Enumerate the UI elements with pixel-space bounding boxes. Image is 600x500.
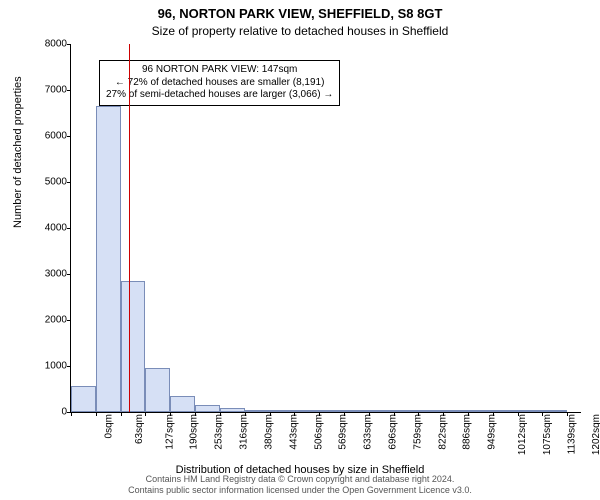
x-tick-label: 949sqm [483,414,498,450]
footer-line2: Contains public sector information licen… [0,485,600,496]
x-tick-mark [518,412,519,416]
chart-title-main: 96, NORTON PARK VIEW, SHEFFIELD, S8 8GT [0,6,600,21]
histogram-bar [369,410,394,412]
plot-area: 96 NORTON PARK VIEW: 147sqm ← 72% of det… [70,44,581,413]
x-tick-mark [567,412,568,416]
histogram-bar [294,410,319,412]
x-tick-label: 1202sqm [588,414,600,455]
footer: Contains HM Land Registry data © Crown c… [0,474,600,496]
x-tick-label: 253sqm [210,414,225,450]
annotation-line2: ← 72% of detached houses are smaller (8,… [106,77,333,90]
histogram-bar [245,410,270,412]
histogram-bar [418,410,443,412]
x-tick-label: 63sqm [130,414,145,444]
x-tick-label: 190sqm [185,414,200,450]
y-tick-mark [67,44,71,45]
x-tick-label: 1075sqm [538,414,553,455]
x-tick-label: 696sqm [384,414,399,450]
y-tick-label: 8000 [27,39,71,50]
x-tick-mark [245,412,246,416]
x-tick-mark [394,412,395,416]
x-tick-label: 506sqm [309,414,324,450]
x-tick-label: 633sqm [359,414,374,450]
y-tick-label: 4000 [27,223,71,234]
histogram-bar [542,410,567,412]
histogram-bar [443,410,468,412]
histogram-bar [121,281,146,412]
histogram-bar [145,368,170,412]
x-tick-mark [493,412,494,416]
x-tick-label: 759sqm [408,414,423,450]
histogram-bar [468,410,493,412]
y-tick-label: 5000 [27,177,71,188]
y-tick-mark [67,274,71,275]
x-tick-label: 380sqm [259,414,274,450]
x-tick-mark [145,412,146,416]
x-tick-mark [369,412,370,416]
x-tick-label: 1139sqm [562,414,577,454]
histogram-bar [344,410,369,412]
histogram-bar [518,410,543,412]
x-tick-label: 0sqm [99,414,114,438]
y-tick-mark [67,366,71,367]
x-tick-mark [170,412,171,416]
x-tick-label: 886sqm [458,414,473,450]
annotation-line3: 27% of semi-detached houses are larger (… [106,89,333,102]
histogram-bar [71,386,96,412]
histogram-bar [493,410,518,412]
x-tick-mark [270,412,271,416]
x-tick-label: 443sqm [284,414,299,450]
y-tick-mark [67,136,71,137]
chart-title-sub: Size of property relative to detached ho… [0,24,600,38]
x-tick-mark [542,412,543,416]
histogram-bar [96,106,121,412]
histogram-bar [319,410,344,412]
y-tick-mark [67,320,71,321]
x-tick-label: 127sqm [160,414,175,450]
x-tick-mark [319,412,320,416]
histogram-bar [170,396,195,412]
x-tick-mark [344,412,345,416]
histogram-bar [270,410,295,412]
x-tick-mark [96,412,97,416]
annotation-box: 96 NORTON PARK VIEW: 147sqm ← 72% of det… [99,60,340,106]
y-tick-label: 1000 [27,361,71,372]
x-tick-mark [294,412,295,416]
x-tick-mark [220,412,221,416]
y-tick-mark [67,228,71,229]
y-tick-label: 2000 [27,315,71,326]
footer-line1: Contains HM Land Registry data © Crown c… [0,474,600,485]
y-tick-label: 0 [27,407,71,418]
x-tick-label: 1012sqm [513,414,528,455]
marker-line [129,44,130,412]
y-tick-mark [67,90,71,91]
x-tick-mark [443,412,444,416]
x-tick-mark [121,412,122,416]
y-tick-label: 3000 [27,269,71,280]
x-tick-mark [468,412,469,416]
x-tick-mark [418,412,419,416]
y-tick-mark [67,182,71,183]
x-tick-label: 822sqm [433,414,448,450]
y-tick-label: 6000 [27,131,71,142]
x-tick-label: 316sqm [235,414,250,450]
x-tick-mark [195,412,196,416]
histogram-bar [195,405,220,412]
histogram-bar [220,408,245,412]
y-axis-label: Number of detached properties [12,76,24,228]
annotation-line1: 96 NORTON PARK VIEW: 147sqm [106,64,333,77]
y-tick-label: 7000 [27,85,71,96]
x-tick-mark [71,412,72,416]
x-tick-label: 569sqm [334,414,349,450]
histogram-bar [394,410,419,412]
chart-container: 96, NORTON PARK VIEW, SHEFFIELD, S8 8GT … [0,0,600,500]
